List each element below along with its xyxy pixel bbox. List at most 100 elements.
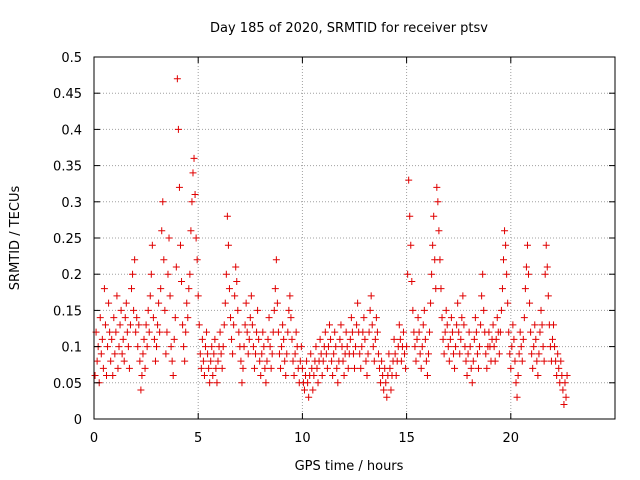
data-point (191, 191, 199, 199)
data-point (124, 343, 132, 351)
data-point (182, 328, 190, 336)
data-point (351, 364, 358, 372)
data-point (189, 169, 197, 177)
data-point (460, 321, 468, 329)
data-point (434, 198, 442, 206)
data-point (438, 314, 446, 322)
data-point (153, 343, 161, 351)
data-point (334, 379, 342, 387)
data-point (267, 364, 275, 372)
data-point (560, 401, 568, 409)
data-point (141, 364, 149, 372)
data-point (506, 350, 514, 358)
data-point (472, 328, 480, 336)
data-point (192, 234, 200, 242)
data-point (166, 292, 174, 300)
data-point (212, 364, 220, 372)
data-point (217, 350, 225, 358)
data-point (205, 364, 213, 372)
data-point (399, 328, 407, 336)
data-point (246, 314, 254, 322)
data-point (279, 321, 287, 329)
data-point (285, 306, 293, 314)
data-point (206, 379, 214, 387)
data-point (474, 364, 482, 372)
data-point (346, 335, 354, 343)
data-point (452, 343, 460, 351)
data-point (404, 270, 412, 278)
data-point (281, 357, 289, 365)
data-point (283, 350, 291, 358)
data-point (445, 357, 453, 365)
data-point (443, 321, 451, 329)
data-point (451, 364, 459, 372)
data-point (327, 335, 335, 343)
data-point (168, 357, 176, 365)
y-tick-label: 0 (74, 413, 82, 428)
x-tick-label: 10 (294, 431, 311, 446)
data-point (181, 357, 189, 365)
data-point (287, 314, 295, 322)
data-point (368, 321, 376, 329)
data-point (321, 328, 329, 336)
data-point (337, 321, 345, 329)
data-point (255, 335, 263, 343)
data-point (477, 321, 485, 329)
data-point (362, 357, 370, 365)
data-point (493, 314, 501, 322)
data-point (227, 314, 235, 322)
data-point (290, 372, 298, 380)
data-point (449, 350, 457, 358)
data-point (357, 364, 365, 372)
data-point (91, 372, 99, 380)
data-point (207, 357, 215, 365)
data-point (144, 306, 152, 314)
data-point (330, 350, 338, 358)
data-point (261, 364, 269, 372)
y-tick-label: 0.15 (53, 304, 82, 319)
data-point (342, 328, 350, 336)
data-point (263, 357, 271, 365)
data-point (291, 350, 299, 358)
data-point (223, 212, 231, 220)
data-point (282, 372, 290, 380)
data-point (323, 364, 331, 372)
data-point (408, 277, 416, 285)
data-point (230, 321, 238, 329)
data-point (180, 343, 188, 351)
data-point (515, 350, 523, 358)
data-point (123, 328, 131, 336)
data-point (525, 270, 533, 278)
data-point (318, 372, 326, 380)
data-point (501, 227, 509, 235)
data-point (413, 335, 421, 343)
data-point (340, 372, 348, 380)
data-point (511, 357, 519, 365)
data-point (502, 241, 510, 249)
data-point (509, 321, 517, 329)
data-point (466, 343, 474, 351)
data-point (562, 393, 570, 401)
data-point (262, 379, 270, 387)
data-point (416, 350, 424, 358)
data-point (270, 306, 278, 314)
data-point (238, 379, 246, 387)
data-point (232, 263, 240, 271)
data-point (503, 270, 511, 278)
data-point (373, 328, 381, 336)
data-point (536, 328, 544, 336)
data-point (444, 343, 452, 351)
data-point (369, 343, 377, 351)
data-point (170, 335, 178, 343)
data-point (259, 328, 267, 336)
data-point (483, 364, 491, 372)
data-point (426, 328, 434, 336)
data-point (446, 335, 454, 343)
data-point (216, 328, 224, 336)
data-point (243, 328, 251, 336)
data-point (122, 299, 130, 307)
data-point (522, 263, 530, 271)
data-point (508, 343, 516, 351)
data-point (197, 364, 205, 372)
data-point (159, 198, 167, 206)
